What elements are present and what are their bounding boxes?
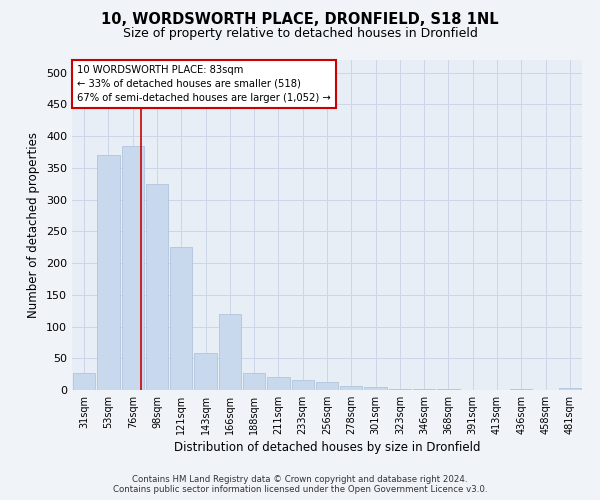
Bar <box>194 353 217 390</box>
Bar <box>364 388 387 390</box>
Bar <box>122 146 144 390</box>
Text: 10, WORDSWORTH PLACE, DRONFIELD, S18 1NL: 10, WORDSWORTH PLACE, DRONFIELD, S18 1NL <box>101 12 499 28</box>
Bar <box>267 378 290 390</box>
Bar <box>243 373 265 390</box>
Bar <box>146 184 168 390</box>
Bar <box>340 386 362 390</box>
Bar <box>389 388 411 390</box>
Bar <box>218 314 241 390</box>
Text: Size of property relative to detached houses in Dronfield: Size of property relative to detached ho… <box>122 28 478 40</box>
Bar <box>316 382 338 390</box>
Bar <box>292 380 314 390</box>
Bar <box>97 155 119 390</box>
X-axis label: Distribution of detached houses by size in Dronfield: Distribution of detached houses by size … <box>174 441 480 454</box>
Text: 10 WORDSWORTH PLACE: 83sqm
← 33% of detached houses are smaller (518)
67% of sem: 10 WORDSWORTH PLACE: 83sqm ← 33% of deta… <box>77 65 331 103</box>
Y-axis label: Number of detached properties: Number of detached properties <box>28 132 40 318</box>
Bar <box>559 388 581 390</box>
Text: Contains HM Land Registry data © Crown copyright and database right 2024.
Contai: Contains HM Land Registry data © Crown c… <box>113 474 487 494</box>
Bar <box>170 247 193 390</box>
Bar <box>73 373 95 390</box>
